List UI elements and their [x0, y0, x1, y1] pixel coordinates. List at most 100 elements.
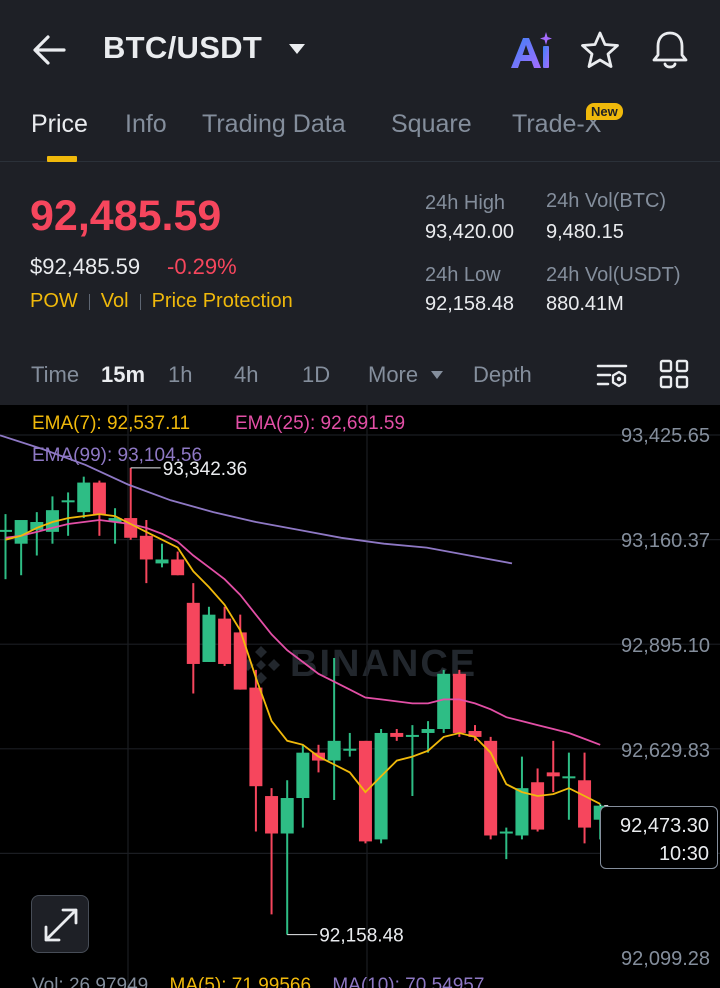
vol-btc-label: 24h Vol(BTC): [546, 190, 667, 212]
pair-title[interactable]: BTC/USDT: [103, 30, 263, 65]
candle-body: [202, 614, 216, 662]
candle-body: [171, 559, 185, 576]
low-label: 24h Low: [425, 264, 501, 286]
candlestick-chart[interactable]: BINANCE 93,342.36 92,158.48 93,425.65 93,16…: [0, 405, 720, 988]
tab-trading-data[interactable]: Trading Data: [202, 110, 346, 138]
high-marker-label: 93,342.36: [163, 459, 248, 480]
candle-body: [265, 796, 279, 834]
tag-divider: [139, 293, 141, 310]
interval-1d[interactable]: 1D: [302, 362, 331, 387]
candle-body: [155, 559, 169, 564]
new-badge: New: [586, 103, 623, 120]
candle-body: [562, 776, 576, 779]
candle-body: [30, 522, 44, 530]
ma10-label: MA(10): 70.54957: [332, 975, 485, 988]
volume-legend: Vol: 26.97949 MA(5): 71.99566 MA(10): 70…: [32, 975, 484, 988]
candle-body: [108, 518, 122, 523]
ema7-line: [5, 513, 601, 805]
candle-body: [14, 520, 28, 544]
candle-body: [405, 734, 419, 737]
grid-layout-icon[interactable]: [658, 358, 690, 390]
back-arrow-icon[interactable]: [30, 32, 70, 68]
vol-btc-value: 9,480.15: [546, 221, 624, 243]
chart-canvas: 93,342.36 92,158.48 93,425.65 93,160.37 92,8…: [0, 405, 720, 988]
ema25-legend: EMA(25): 92,691.59: [235, 413, 406, 434]
vol-label: Vol: 26.97949: [32, 975, 149, 988]
price-tick-label: 92,099.28: [621, 948, 710, 970]
tag-pow[interactable]: POW: [30, 290, 78, 312]
candle-body: [468, 730, 482, 737]
candle-body: [280, 798, 294, 834]
candle-body: [531, 782, 545, 830]
candle-body: [484, 740, 498, 836]
tag-price-protection[interactable]: Price Protection: [151, 290, 293, 312]
chevron-down-icon[interactable]: [430, 370, 444, 380]
ema25-line: [5, 519, 601, 746]
expand-icon: [44, 908, 78, 942]
tab-square[interactable]: Square: [391, 110, 472, 138]
main-tabs: Price Info Trading Data Square Trade-X: [0, 100, 720, 162]
candle-body: [437, 673, 451, 730]
candle-body: [249, 687, 263, 787]
ema99-line: [0, 434, 513, 565]
candle-body: [139, 535, 153, 560]
ma5-label: MA(5): 71.99566: [169, 975, 312, 988]
candle-body: [515, 788, 529, 836]
candle-countdown: 10:30: [658, 843, 709, 865]
tag-vol[interactable]: Vol: [100, 290, 129, 312]
price-tick-label: 92,895.10: [621, 635, 710, 657]
candle-body: [578, 780, 592, 828]
candle-body: [92, 482, 106, 515]
candle-body: [77, 482, 91, 513]
interval-bar: Time 15m 1h 4h 1D More Depth: [0, 350, 720, 404]
fiat-price: $92,485.59: [30, 254, 141, 279]
high-label: 24h High: [425, 192, 506, 214]
candle-body: [233, 632, 247, 690]
top-bar: BTC/USDT: [0, 0, 720, 100]
current-price-label: 92,473.30: [620, 815, 709, 837]
low-marker-label: 92,158.48: [319, 926, 404, 947]
interval-more[interactable]: More: [368, 362, 419, 387]
vol-usdt-label: 24h Vol(USDT): [546, 264, 681, 286]
price-tick-label: 93,425.65: [621, 425, 710, 447]
bell-icon[interactable]: [648, 28, 692, 72]
star-icon[interactable]: [580, 30, 620, 70]
caret-down-icon[interactable]: [287, 42, 307, 56]
price-change: -0.29%: [167, 254, 237, 279]
ai-icon[interactable]: [508, 28, 554, 72]
candle-body: [343, 748, 357, 751]
low-value: 92,158.48: [425, 293, 514, 315]
candle-body: [296, 752, 310, 799]
candle-body: [499, 831, 513, 834]
tab-info[interactable]: Info: [125, 110, 167, 138]
candle-body: [390, 732, 404, 737]
fullscreen-button[interactable]: [31, 895, 89, 953]
ema99-legend: EMA(99): 93,104.56: [32, 445, 203, 466]
candle-body: [452, 673, 466, 733]
ema7-legend: EMA(7): 92,537.11: [32, 413, 191, 434]
interval-1h[interactable]: 1h: [168, 362, 193, 387]
candle-body: [186, 602, 200, 664]
candle-body: [218, 618, 232, 664]
binance-logo-icon: [242, 645, 280, 684]
vol-usdt-value: 880.41M: [546, 293, 624, 315]
interval-4h[interactable]: 4h: [234, 362, 259, 387]
tab-price[interactable]: Price: [31, 110, 88, 138]
candle-body: [327, 740, 341, 761]
chart-settings-icon[interactable]: [594, 358, 630, 394]
high-value: 93,420.00: [425, 221, 514, 243]
current-price-box: 92,473.30 10:30: [600, 806, 718, 869]
interval-time[interactable]: Time: [31, 362, 80, 387]
tag-list: POW Vol Price Protection: [30, 290, 293, 313]
active-tab-indicator: [47, 156, 77, 162]
candle-body: [61, 500, 75, 503]
candle-body: [374, 732, 388, 840]
last-price: 92,485.59: [30, 192, 222, 240]
candle-body: [0, 529, 12, 532]
candle-body: [546, 772, 560, 777]
candle-body: [421, 729, 435, 733]
tag-divider: [88, 293, 90, 310]
interval-15m[interactable]: 15m: [101, 362, 146, 387]
price-tick-label: 92,629.83: [621, 740, 710, 762]
interval-depth[interactable]: Depth: [473, 362, 532, 387]
